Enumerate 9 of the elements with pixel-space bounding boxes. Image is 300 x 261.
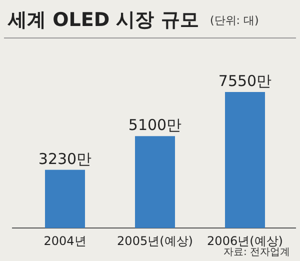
x-tick-label: 2005년(예상) xyxy=(117,234,193,248)
data-label: 7550만 xyxy=(218,72,272,90)
data-label: 5100만 xyxy=(128,116,182,134)
x-tick-label: 2004년 xyxy=(44,234,86,248)
x-tick-label: 2006년(예상) xyxy=(207,234,283,248)
chart-subtitle: (단위: 대) xyxy=(210,14,259,27)
data-label: 3230만 xyxy=(38,150,92,168)
text: 자료: 전자업계 xyxy=(223,247,290,258)
chart-title: 세계 OLED 시장 규모 xyxy=(7,9,199,31)
